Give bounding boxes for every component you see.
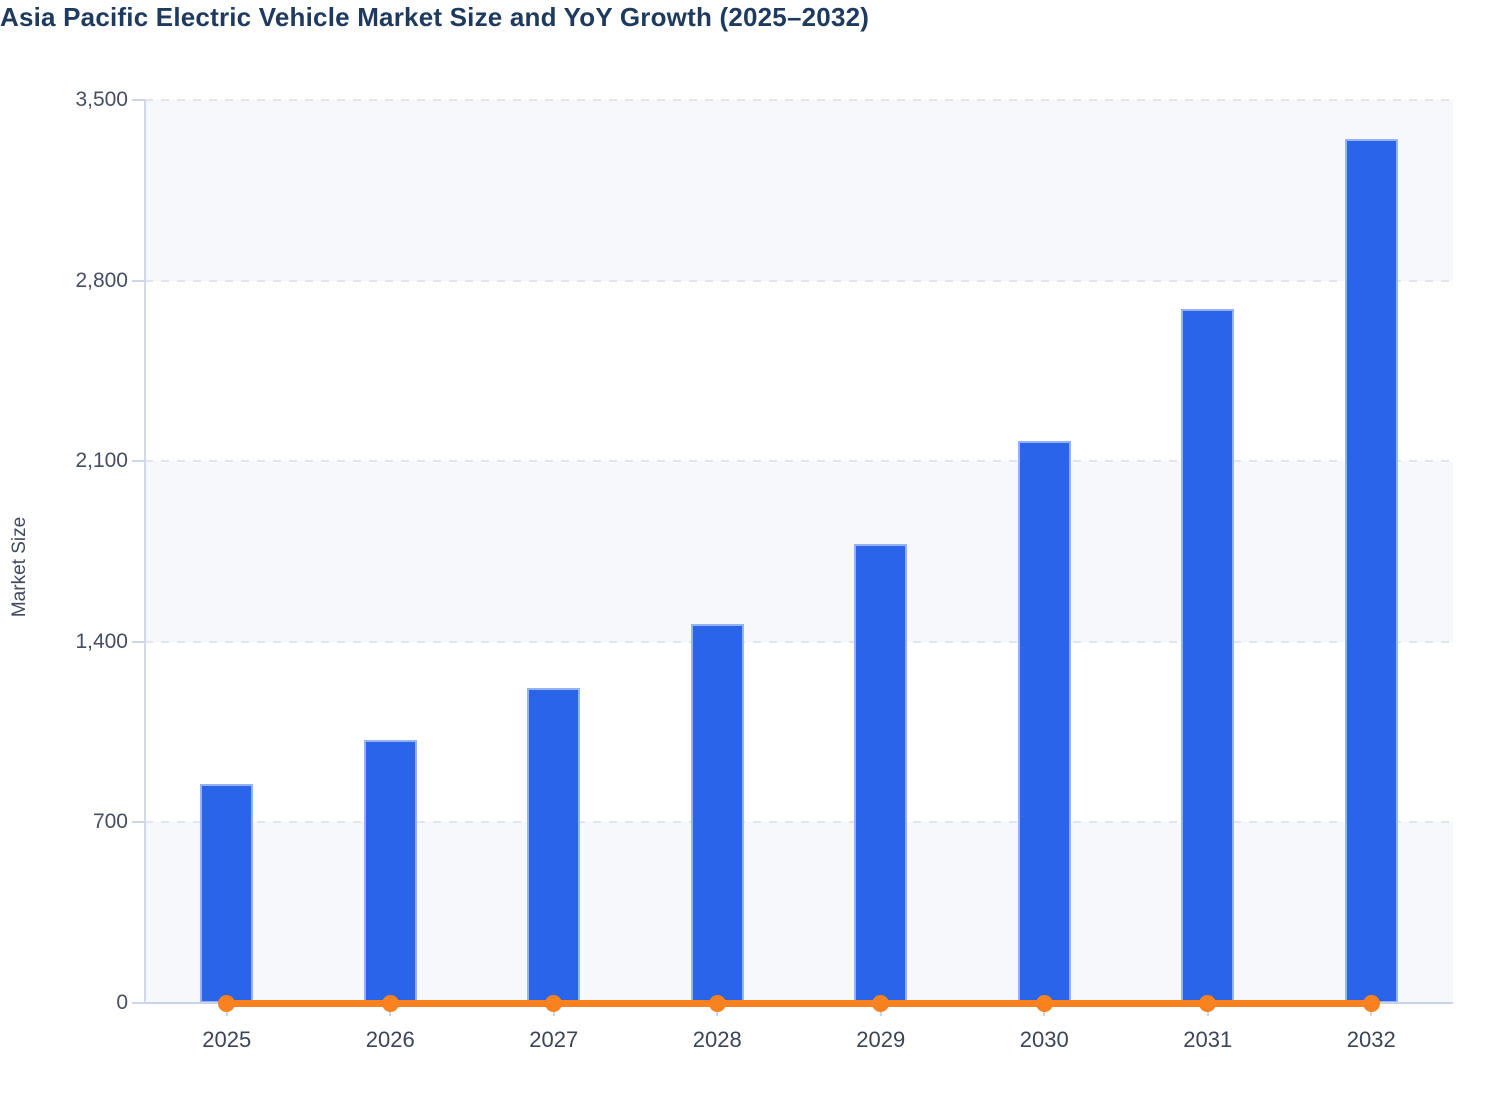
x-tick-label-2031: 2031	[1183, 1027, 1233, 1052]
bar-2028[interactable]	[690, 623, 744, 1003]
bar-2027[interactable]	[527, 688, 581, 1003]
bar-2031[interactable]	[1181, 308, 1235, 1003]
x-tick	[1206, 1007, 1209, 1016]
bar-2032[interactable]	[1344, 138, 1398, 1003]
grid-band	[145, 641, 1453, 823]
x-tick	[716, 1007, 719, 1016]
chart-title: Asia Pacific Electric Vehicle Market Siz…	[0, 2, 870, 32]
x-tick-label-2026: 2026	[365, 1027, 415, 1052]
x-tick	[1370, 1007, 1373, 1016]
x-tick	[225, 1007, 228, 1016]
bar-2029[interactable]	[854, 543, 908, 1003]
y-tick	[132, 460, 145, 463]
gridline	[145, 279, 1453, 282]
yoy-point-2029[interactable]	[872, 994, 890, 1012]
yoy-point-2027[interactable]	[545, 994, 563, 1012]
grid-band	[145, 280, 1453, 462]
y-tick-label: 1,400	[75, 629, 128, 653]
x-tick-label-2028: 2028	[692, 1027, 742, 1052]
y-tick-label: 2,100	[75, 449, 128, 473]
yoy-point-2028[interactable]	[708, 994, 726, 1012]
yoy-growth-line[interactable]	[226, 1000, 1372, 1007]
grid-band	[145, 461, 1453, 642]
gridline	[145, 99, 1453, 101]
plot-area	[144, 99, 1453, 1012]
grid-band	[145, 822, 1453, 1003]
y-tick-label: 2,800	[75, 268, 128, 292]
yoy-point-2030[interactable]	[1035, 994, 1053, 1012]
yoy-point-2026[interactable]	[381, 994, 399, 1012]
yoy-point-2025[interactable]	[218, 994, 236, 1012]
x-tick-label-2027: 2027	[529, 1027, 579, 1052]
x-tick	[389, 1007, 392, 1016]
x-tick-label-2030: 2030	[1019, 1027, 1069, 1052]
y-axis-title: Market Size	[9, 516, 30, 618]
y-axis-line	[144, 100, 146, 1003]
x-tick	[552, 1007, 555, 1016]
gridline	[145, 460, 1453, 463]
y-tick-label: 3,500	[75, 88, 128, 111]
y-tick-label: 0	[116, 991, 128, 1014]
yoy-point-2032[interactable]	[1362, 994, 1380, 1012]
x-tick-label-2025: 2025	[202, 1027, 252, 1052]
y-tick	[132, 279, 145, 282]
yoy-point-2031[interactable]	[1199, 994, 1217, 1012]
x-tick-label-2032: 2032	[1346, 1027, 1396, 1052]
y-tick	[132, 1002, 145, 1004]
bar-2030[interactable]	[1017, 440, 1071, 1003]
grid-band	[145, 100, 1453, 281]
y-tick-label: 700	[92, 810, 128, 834]
y-tick	[132, 99, 145, 101]
bar-2025[interactable]	[200, 783, 254, 1003]
gridline	[145, 821, 1453, 824]
y-tick	[132, 821, 145, 824]
y-tick	[132, 640, 145, 643]
x-tick-label-2029: 2029	[856, 1027, 906, 1052]
bar-2026[interactable]	[363, 739, 417, 1003]
x-tick	[879, 1007, 882, 1016]
gridline	[145, 640, 1453, 643]
x-tick	[1043, 1007, 1046, 1016]
